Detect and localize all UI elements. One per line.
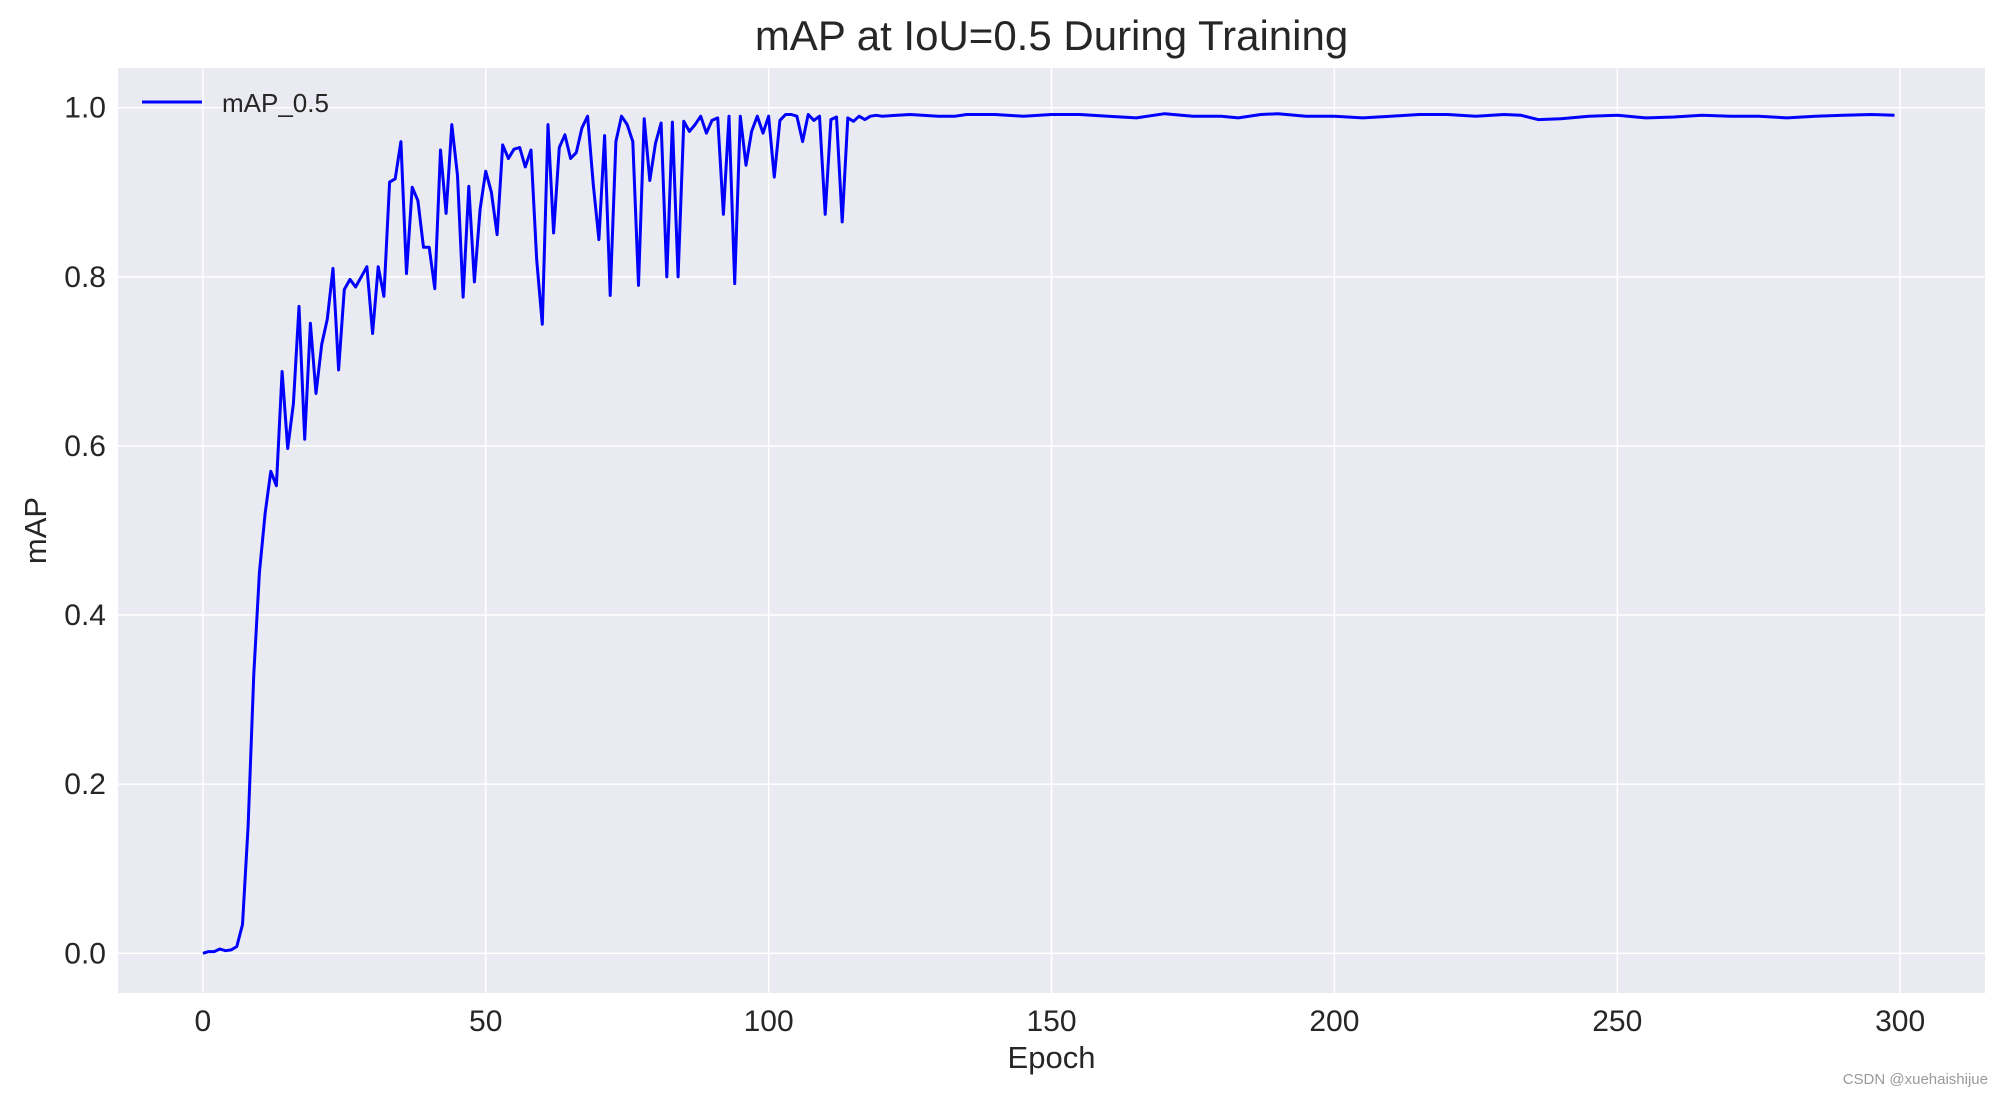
x-tick-label: 100 — [744, 1005, 794, 1038]
legend: mAP_0.5 — [142, 88, 329, 118]
x-tick-label: 200 — [1309, 1005, 1359, 1038]
tick-labels: 0 50 100 150 200 250 300 0.0 0.2 0.4 0.6 0.8 1.0 — [64, 92, 1925, 1038]
series-line — [202, 112, 1895, 955]
x-tick-label: 50 — [469, 1005, 502, 1038]
series-layer — [202, 112, 1895, 955]
x-axis-label: Epoch — [1008, 1040, 1096, 1075]
y-tick-label: 0.6 — [64, 430, 106, 463]
chart-title: mAP at IoU=0.5 During Training — [755, 12, 1348, 59]
x-tick-label: 300 — [1875, 1005, 1925, 1038]
legend-label: mAP_0.5 — [222, 88, 329, 118]
y-tick-label: 0.0 — [64, 937, 106, 970]
y-axis-label: mAP — [18, 497, 53, 564]
y-tick-label: 0.8 — [64, 261, 106, 294]
x-tick-label: 0 — [195, 1005, 212, 1038]
grid — [118, 68, 1985, 993]
y-tick-label: 1.0 — [64, 92, 106, 125]
x-tick-label: 250 — [1592, 1005, 1642, 1038]
y-tick-label: 0.4 — [64, 599, 106, 632]
y-tick-label: 0.2 — [64, 768, 106, 801]
watermark: CSDN @xuehaishijue — [1843, 1071, 1988, 1088]
x-tick-label: 150 — [1026, 1005, 1076, 1038]
